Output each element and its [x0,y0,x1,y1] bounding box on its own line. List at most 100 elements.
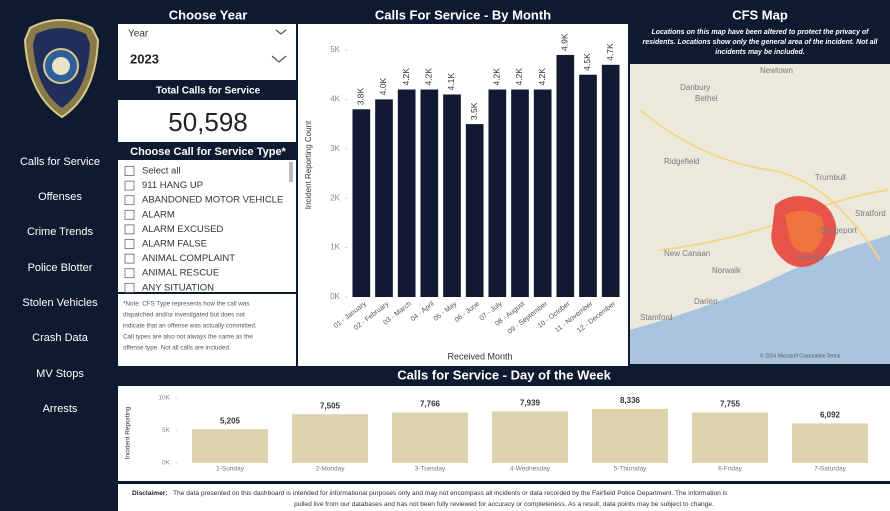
x-tick-label: 4-Wednesday [510,466,551,473]
bar [466,124,484,297]
map-place: Ridgefield [664,157,700,166]
map-place: Stratford [855,209,886,218]
bar [511,90,529,297]
checkbox[interactable] [125,225,134,234]
y-tick-label: 10K [158,395,170,402]
map-note: residents. Locations show only the gener… [643,39,879,46]
map-place: Newtown [760,66,793,75]
nav-item[interactable]: Calls for Service [20,156,100,168]
data-label: 6,092 [820,411,841,420]
bar [492,411,568,463]
data-label: 4.2K [401,68,411,86]
nav-item[interactable]: Crime Trends [27,226,94,238]
y-axis-label: Incident Reporting [125,406,132,459]
y-axis-label: Incident Reporting Count [304,120,313,209]
map-note: Locations on this map have been altered … [651,29,869,36]
option-label: 911 HANG UP [142,180,203,191]
data-label: 7,505 [320,401,341,410]
bar [443,94,461,297]
map-place: Stamford [640,313,672,322]
x-tick-label: 6-Friday [718,466,743,473]
bar [692,413,768,463]
dashboard: Calls for Service Offenses Crime Trends … [0,0,890,511]
disclaimer-label: Disclaimer: [132,490,168,497]
section-title: Choose Call for Service Type* [130,146,286,158]
checkbox[interactable] [125,210,134,219]
y-tick-label: 4K [330,95,340,104]
option-label: Select all [142,166,181,177]
nav-item[interactable]: Crash Data [32,332,89,344]
bar [602,65,620,297]
note-text: dispatched and/or investigated but does … [123,312,245,319]
checkbox[interactable] [125,254,134,263]
y-tick-label: 3K [330,144,340,153]
nav-item[interactable]: Offenses [38,191,82,203]
note-text: offense type. Not all calls are included… [123,345,231,352]
data-label: 7,939 [520,399,541,408]
data-label: 4.2K [537,68,547,86]
checkbox[interactable] [125,283,134,292]
x-tick-label: 1-Sunday [216,466,245,473]
map-place: Bridgeport [820,226,858,235]
x-axis-label: Received Month [447,351,512,361]
bar [534,90,552,297]
data-label: 7,766 [420,400,441,409]
disclaimer-text: pulled live from our databases and has n… [294,501,714,508]
nav-item[interactable]: Stolen Vehicles [22,297,98,309]
bar [420,90,438,297]
map-place: Darien [694,297,718,306]
y-tick-label: 0K [162,460,171,467]
bar [398,90,416,297]
chart-title: Calls for Service - Day of the Week [397,367,611,382]
data-label: 3.5K [469,102,479,120]
kpi-value: 50,598 [168,107,248,137]
checkbox[interactable] [125,269,134,278]
map-credit: © 2024 Microsoft Corporation Terms [760,352,841,359]
bar [592,409,668,463]
y-tick-label: 2K [330,193,340,202]
y-tick-label: 5K [162,427,171,434]
x-tick-label: 3-Tuesday [415,466,446,473]
data-label: 4.7K [605,43,615,61]
nav-item[interactable]: Police Blotter [28,262,93,274]
bar [792,423,868,463]
note-text: indicate that an offense was actually co… [123,323,257,330]
nav-item[interactable]: Arrests [43,403,78,415]
scrollbar [289,162,293,182]
checkbox[interactable] [125,240,134,249]
option-label: ANIMAL RESCUE [142,268,219,279]
map-note: incidents may be included. [715,49,805,56]
x-tick-label: 5-Thursday [614,466,648,473]
data-label: 4.1K [446,73,456,91]
nav-item[interactable]: MV Stops [36,368,84,380]
map-place: Trumbull [815,173,846,182]
x-tick-label: 2-Monday [316,466,346,473]
data-label: 4.5K [582,53,592,71]
x-tick-label: 7-Saturday [814,466,847,473]
option-label: ALARM FALSE [142,239,207,250]
y-tick-label: 0K [330,292,340,301]
kpi-title: Total Calls for Service [156,86,261,97]
map-place: Bethel [695,94,718,103]
map-place: Norwalk [712,266,742,275]
map-title: CFS Map [732,7,788,22]
bar [375,99,393,297]
bar [352,109,370,297]
section-title: Choose Year [169,7,248,22]
bar [392,413,468,463]
option-label: ALARM [142,209,175,220]
data-label: 5,205 [220,416,241,425]
map-place: Danbury [680,83,710,92]
note-text: Call types are also not always the same … [123,334,253,341]
disclaimer-text: The data presented on this dashboard is … [173,490,728,497]
data-label: 4.0K [378,78,388,96]
bar [292,414,368,463]
checkbox[interactable] [125,167,134,176]
data-label: 4.2K [424,68,434,86]
checkbox[interactable] [125,196,134,205]
bar [556,55,574,297]
dropdown-value: 2023 [130,51,159,66]
checkbox[interactable] [125,181,134,190]
bar [488,90,506,297]
y-tick-label: 5K [330,45,340,54]
